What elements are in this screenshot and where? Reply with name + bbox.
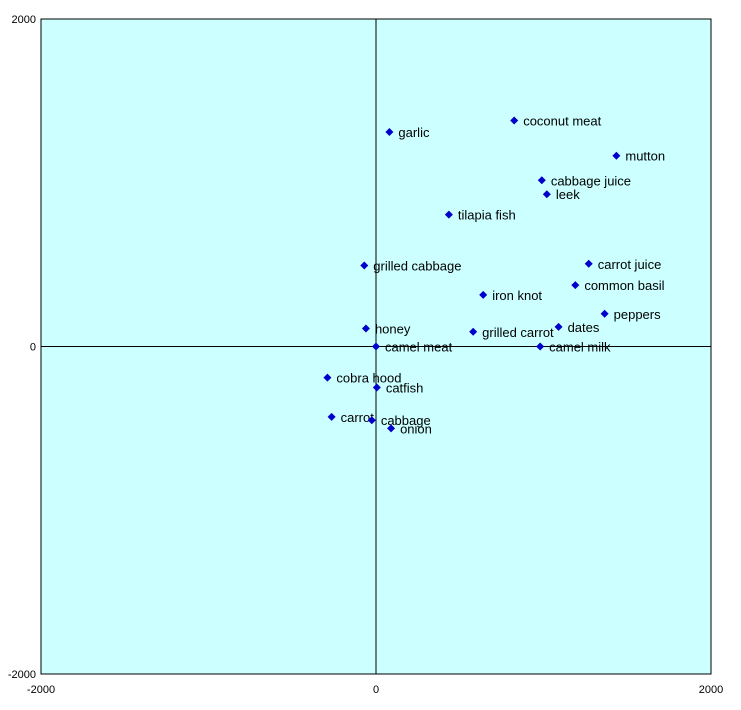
data-point-label: camel milk: [549, 340, 611, 355]
data-point-label: tilapia fish: [458, 208, 516, 223]
data-point-marker: [361, 324, 370, 333]
data-point-marker: [372, 342, 380, 351]
x-tick-label: 2000: [699, 684, 723, 696]
y-tick-label: 0: [30, 342, 36, 354]
data-point-marker: [612, 151, 621, 160]
data-point-label: honey: [375, 321, 411, 336]
data-points: coconut meat garlic mutton cabbage juicelee…: [323, 114, 665, 436]
data-point-label: common basil: [584, 278, 664, 293]
data-point-label: catfish: [386, 380, 424, 395]
data-point-label: garlic: [398, 125, 430, 140]
axis-tick-labels: -2000 0 2000 2000 0 -2000: [8, 14, 723, 696]
data-point-marker: [360, 261, 369, 270]
data-point-marker: [367, 416, 376, 425]
data-point-marker: [479, 290, 488, 299]
x-tick-label: 0: [373, 684, 379, 696]
data-point-marker: [387, 424, 396, 433]
data-point-label: dates: [568, 320, 600, 335]
data-point-label: carrot juice: [598, 257, 662, 272]
data-point-label: mutton: [625, 149, 665, 164]
data-point-label: coconut meat: [523, 114, 601, 129]
data-point-marker: [323, 373, 332, 382]
data-point-marker: [327, 412, 336, 421]
data-point-marker: [510, 116, 519, 125]
data-point-marker: [469, 327, 478, 336]
y-tick-label: -2000: [8, 669, 36, 681]
data-point-marker: [385, 127, 394, 136]
data-point-marker: [554, 322, 563, 331]
data-point-label: carrot: [341, 410, 375, 425]
data-point-label: onion: [400, 421, 432, 436]
data-point-marker: [372, 383, 381, 392]
data-point-label: grilled cabbage: [373, 258, 461, 273]
data-point-marker: [571, 281, 580, 290]
data-point-label: cabbage: [381, 413, 431, 428]
data-point-label: grilled carrot: [482, 325, 554, 340]
data-point-label: cabbage juice: [551, 173, 631, 188]
data-point-marker: [444, 210, 453, 219]
x-tick-label: -2000: [27, 684, 55, 696]
data-point-label: cobra hood: [336, 371, 401, 386]
data-point-label: iron knot: [492, 288, 542, 303]
data-point-marker: [536, 342, 545, 351]
data-point-marker: [542, 190, 551, 199]
data-point-marker: [537, 176, 546, 185]
data-point-label: peppers: [614, 307, 661, 322]
y-tick-label: 2000: [12, 14, 36, 26]
data-point-label: camel meat: [385, 340, 453, 355]
data-point-label: leek: [556, 187, 580, 202]
data-point-marker: [584, 259, 593, 268]
data-point-marker: [600, 309, 609, 318]
